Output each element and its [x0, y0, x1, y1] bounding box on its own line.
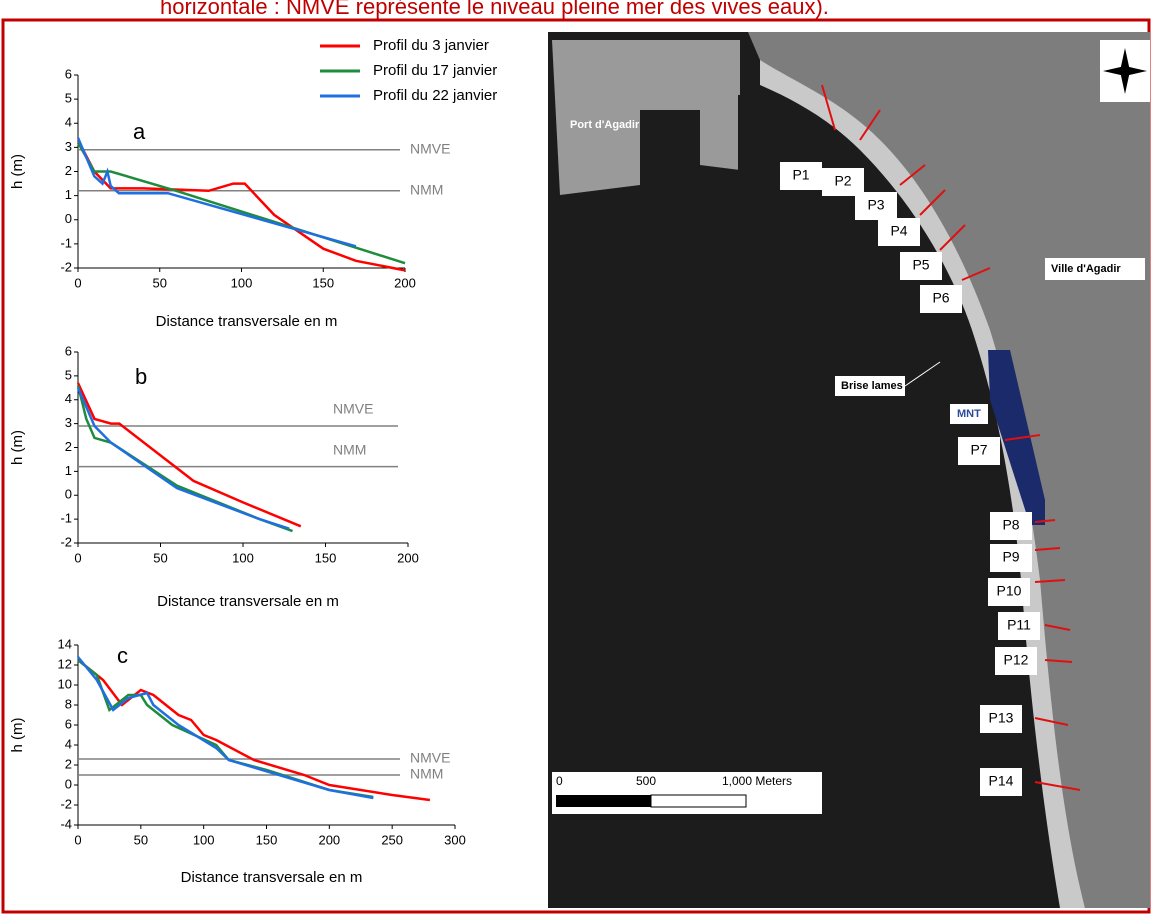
- x-axis-title: Distance transversale en m: [157, 593, 339, 610]
- y-tick-label: 4: [65, 115, 72, 130]
- y-tick-label: -2: [60, 796, 72, 811]
- y-tick-label: 6: [65, 66, 72, 81]
- series-line: [78, 660, 430, 800]
- reference-label: NMVE: [410, 140, 450, 156]
- profile-label: P9: [1002, 549, 1019, 565]
- y-tick-label: 0: [65, 211, 72, 226]
- reference-label: NMM: [410, 766, 443, 782]
- map-label: Ville d'Agadir: [1051, 263, 1121, 275]
- y-axis-title: h (m): [9, 154, 26, 189]
- legend-label: Profil du 17 janvier: [373, 62, 497, 79]
- figure: horizontale : NMVE représente le niveau …: [0, 0, 1153, 915]
- y-tick-label: -1: [60, 511, 72, 526]
- profile-label: P4: [890, 223, 907, 239]
- profile-label: P14: [989, 773, 1014, 789]
- profile-label: P13: [989, 710, 1014, 726]
- x-tick-label: 150: [315, 550, 337, 565]
- profile-label: P12: [1004, 652, 1029, 668]
- x-tick-label: 100: [231, 275, 253, 290]
- scale-bar: [556, 795, 651, 807]
- x-tick-label: 150: [312, 275, 334, 290]
- profile-label: P1: [792, 167, 809, 183]
- scale-label: 1,000 Meters: [722, 774, 792, 788]
- legend-label: Profil du 3 janvier: [373, 37, 489, 54]
- x-tick-label: 200: [397, 550, 419, 565]
- profile-label: P3: [867, 197, 884, 213]
- caption: horizontale : NMVE représente le niveau …: [160, 0, 829, 19]
- y-tick-label: 1: [65, 187, 72, 202]
- y-tick-label: 8: [65, 696, 72, 711]
- series-line: [78, 138, 356, 247]
- map: Port d'Agadir Ville d'Agadir Brise lames…: [548, 32, 1150, 908]
- y-tick-label: 3: [65, 139, 72, 154]
- reference-label: NMM: [410, 182, 443, 198]
- y-axis-title: h (m): [9, 430, 26, 465]
- series-line: [78, 140, 405, 270]
- x-tick-label: 200: [394, 275, 416, 290]
- series-line: [78, 383, 301, 526]
- y-tick-label: -2: [60, 259, 72, 274]
- profile-label: P2: [834, 173, 851, 189]
- panel-label: c: [117, 643, 128, 668]
- profile-label: P11: [1007, 617, 1031, 633]
- y-tick-label: 5: [65, 367, 72, 382]
- x-tick-label: 0: [74, 832, 81, 847]
- y-tick-label: 4: [65, 736, 72, 751]
- y-tick-label: 2: [65, 756, 72, 771]
- y-tick-label: 4: [65, 391, 72, 406]
- reference-label: NMVE: [410, 750, 450, 766]
- series-line: [78, 660, 373, 797]
- y-tick-label: 6: [65, 343, 72, 358]
- panel-label: a: [133, 119, 146, 144]
- x-tick-label: 50: [134, 832, 148, 847]
- series-line: [78, 657, 373, 798]
- map-label: Port d'Agadir: [570, 119, 640, 131]
- scale-label: 0: [556, 774, 563, 788]
- scale-bar: [651, 795, 746, 807]
- x-tick-label: 50: [153, 550, 167, 565]
- reference-label: NMVE: [333, 401, 373, 417]
- y-tick-label: 5: [65, 91, 72, 106]
- x-axis-title: Distance transversale en m: [156, 313, 338, 330]
- y-tick-label: 1: [65, 463, 72, 478]
- y-tick-label: 6: [65, 716, 72, 731]
- x-tick-label: 100: [232, 550, 254, 565]
- y-tick-label: 0: [65, 487, 72, 502]
- panel-label: b: [135, 364, 147, 389]
- y-axis-title: h (m): [9, 718, 26, 753]
- x-tick-label: 0: [74, 550, 81, 565]
- map-label: Brise lames: [841, 380, 903, 392]
- y-tick-label: 3: [65, 415, 72, 430]
- y-tick-label: -2: [60, 534, 72, 549]
- y-tick-label: 14: [58, 636, 72, 651]
- basin: [738, 95, 773, 210]
- y-tick-label: 12: [58, 656, 72, 671]
- reference-label: NMM: [333, 441, 366, 457]
- map-label: MNT: [957, 408, 981, 420]
- profile-label: P5: [912, 257, 929, 273]
- profile-label: P8: [1002, 517, 1019, 533]
- x-tick-label: 0: [74, 275, 81, 290]
- y-tick-label: -4: [60, 816, 72, 831]
- y-tick-label: 10: [58, 676, 72, 691]
- x-tick-label: 150: [256, 832, 278, 847]
- profile-label: P7: [970, 442, 987, 458]
- y-tick-label: 2: [65, 163, 72, 178]
- scale-label: 500: [636, 774, 656, 788]
- legend-label: Profil du 22 janvier: [373, 87, 497, 104]
- profile-label: P10: [997, 583, 1022, 599]
- y-tick-label: -1: [60, 235, 72, 250]
- x-tick-label: 300: [444, 832, 466, 847]
- page: {"caption": "horizontale : NMVE représen…: [0, 0, 1153, 915]
- profile-label: P6: [932, 290, 949, 306]
- y-tick-label: 2: [65, 439, 72, 454]
- x-axis-title: Distance transversale en m: [181, 869, 363, 886]
- x-tick-label: 200: [318, 832, 340, 847]
- x-tick-label: 100: [193, 832, 215, 847]
- x-tick-label: 250: [381, 832, 403, 847]
- x-tick-label: 50: [153, 275, 167, 290]
- y-tick-label: 0: [65, 776, 72, 791]
